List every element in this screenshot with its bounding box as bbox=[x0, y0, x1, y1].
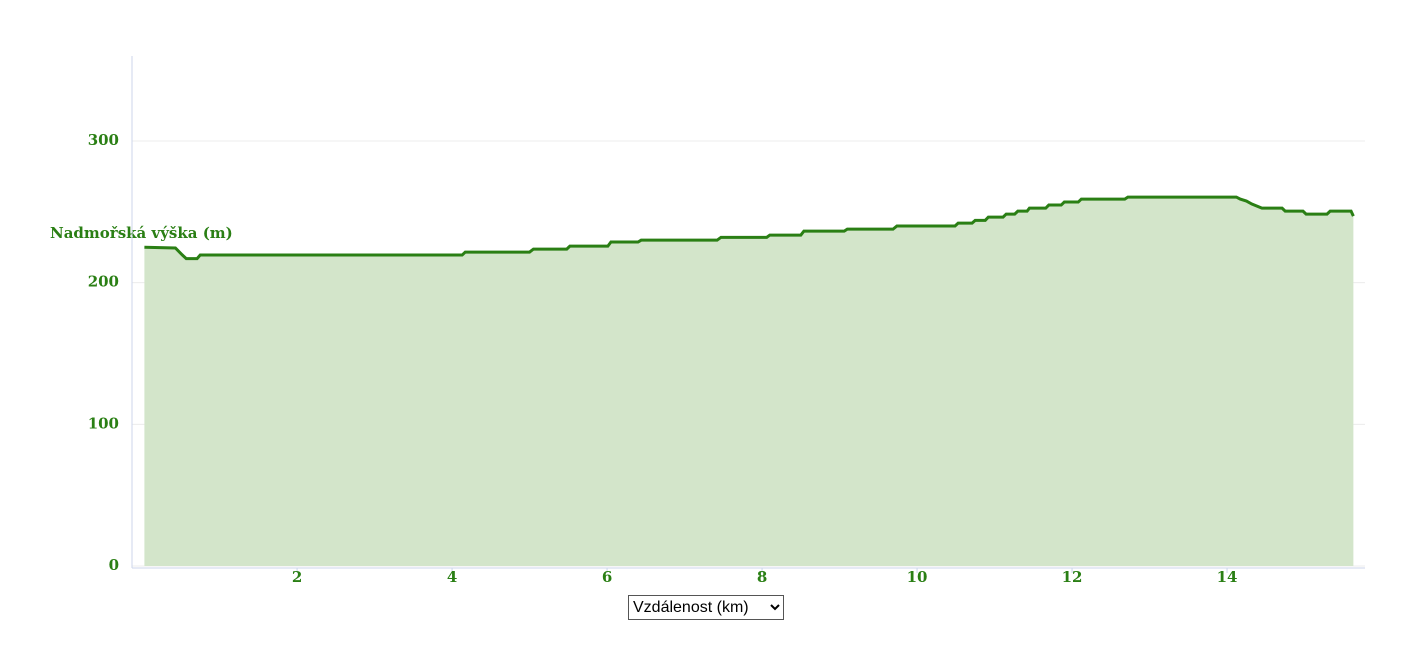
x-tick-label: 6 bbox=[602, 568, 612, 586]
y-tick-label: 300 bbox=[88, 131, 119, 149]
x-tick-label: 2 bbox=[292, 568, 302, 586]
x-tick-label: 8 bbox=[757, 568, 767, 586]
x-axis-select[interactable]: Vzdálenost (km) bbox=[628, 595, 784, 620]
y-tick-label: 200 bbox=[88, 273, 119, 291]
y-tick-label: 0 bbox=[109, 556, 119, 574]
x-tick-label: 4 bbox=[447, 568, 457, 586]
x-tick-label: 12 bbox=[1062, 568, 1083, 586]
y-tick-label: 100 bbox=[88, 414, 119, 432]
x-tick-label: 14 bbox=[1217, 568, 1238, 586]
x-tick-label: 10 bbox=[907, 568, 928, 586]
area-fill bbox=[144, 197, 1354, 566]
y-axis-label: Nadmořská výška (m) bbox=[50, 224, 233, 242]
elevation-line bbox=[144, 195, 1355, 261]
